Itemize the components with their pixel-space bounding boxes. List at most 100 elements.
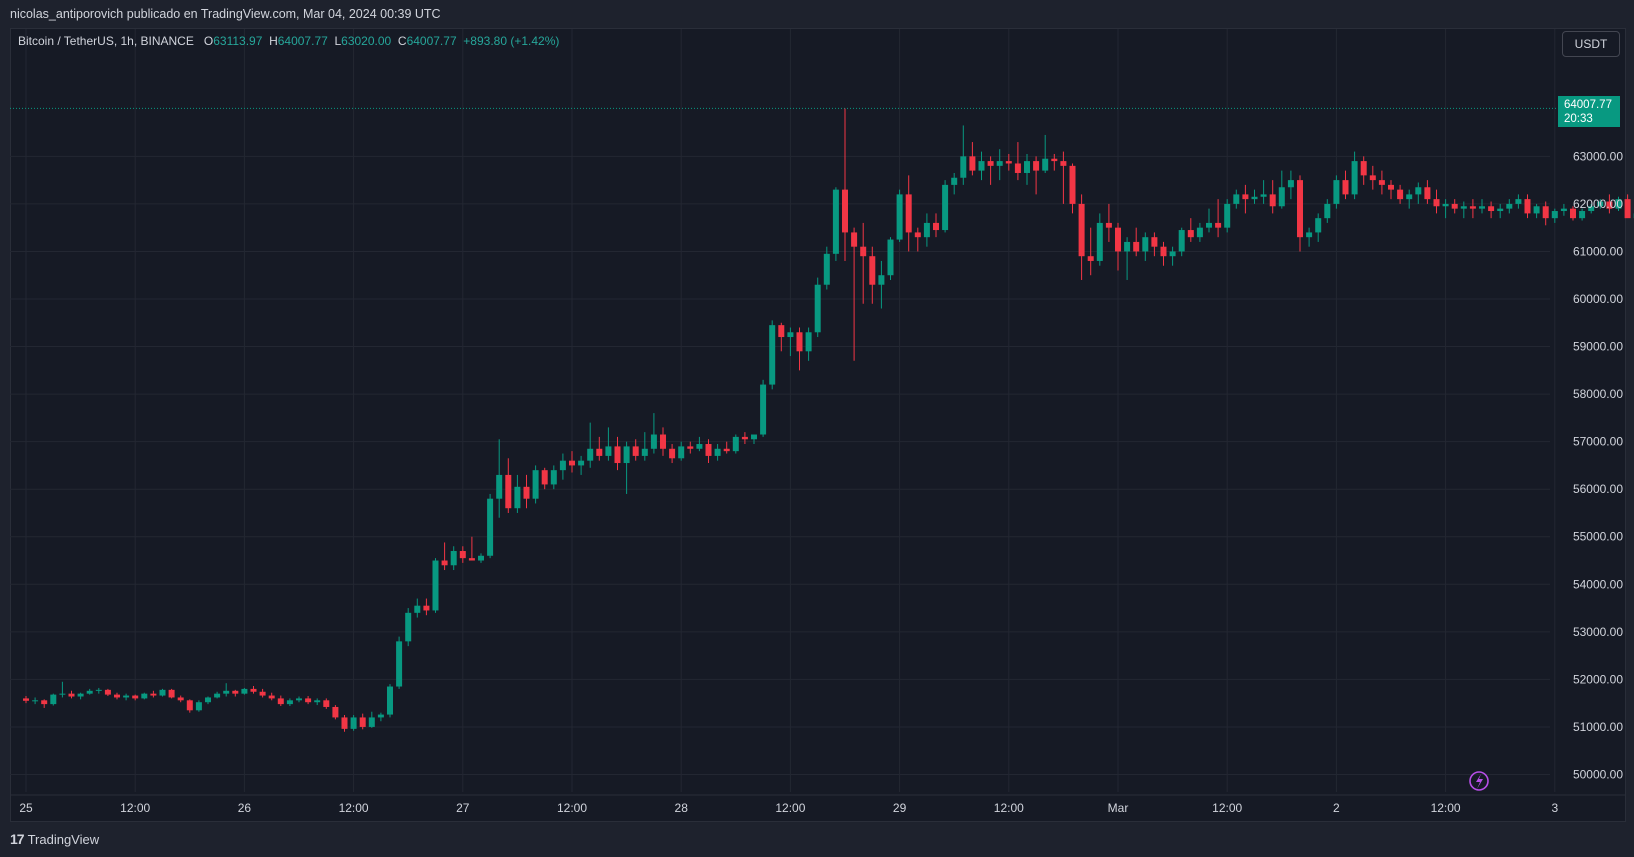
- time-tick-label: 12:00: [775, 801, 805, 815]
- candle-body: [1324, 203, 1331, 219]
- low-value: 63020.00: [341, 34, 392, 48]
- currency-button[interactable]: USDT: [1562, 31, 1620, 57]
- candle-body: [769, 325, 776, 385]
- candle-body: [1060, 161, 1067, 166]
- candle-body: [732, 436, 739, 452]
- symbol-legend: Bitcoin / TetherUS, 1h, BINANCE O63113.9…: [18, 34, 559, 48]
- candle-body: [1124, 241, 1131, 252]
- candle-body: [942, 184, 949, 231]
- candle-body: [1160, 246, 1167, 257]
- candle-body: [1497, 208, 1504, 212]
- close-value: 64007.77: [406, 34, 457, 48]
- candle-body: [923, 222, 930, 238]
- candle-body: [1315, 218, 1322, 233]
- publisher-caption: nicolas_antiporovich publicado en Tradin…: [10, 7, 441, 21]
- candle-body: [387, 686, 393, 715]
- price-axis[interactable]: 50000.00 51000.00 52000.00 53000.00 54000.00…: [1573, 149, 1623, 781]
- candle-body: [168, 689, 175, 698]
- candle-body: [487, 498, 494, 556]
- candle-body: [1187, 230, 1194, 238]
- time-axis[interactable]: 25 12:00 26 12:00 27 12:00 28 12:00 29 12:00 Mar 12…: [19, 801, 1634, 815]
- candle-body: [341, 717, 348, 729]
- candle-body: [1588, 206, 1595, 212]
- candle-body: [1278, 187, 1285, 207]
- candle-body: [1360, 161, 1367, 176]
- candle-body: [1424, 187, 1431, 200]
- candle-body: [887, 239, 894, 276]
- candle-body: [86, 690, 93, 694]
- candle-body: [377, 714, 384, 718]
- candle-body: [969, 156, 976, 171]
- candlestick-chart[interactable]: 50000.00 51000.00 52000.00 53000.00 54000.00…: [0, 0, 1634, 822]
- close-key: C: [397, 34, 407, 48]
- chart-pane[interactable]: [10, 28, 1626, 822]
- candle-body: [241, 688, 248, 694]
- candle-body: [1142, 237, 1149, 252]
- candle-body: [1597, 201, 1604, 207]
- candle-body: [32, 700, 39, 702]
- candle-body: [1215, 222, 1222, 228]
- high-value: 64007.77: [277, 34, 328, 48]
- price-tick-label: 58000.00: [1573, 387, 1623, 401]
- candle-body: [842, 189, 848, 233]
- candle-body: [778, 325, 785, 338]
- last-price-value: 64007.77: [1564, 99, 1612, 111]
- candle-body: [587, 448, 594, 461]
- alert-lightning-icon[interactable]: [1469, 771, 1489, 791]
- candle-body: [905, 194, 912, 233]
- candle-body: [1542, 206, 1549, 219]
- symbol-title[interactable]: Bitcoin / TetherUS, 1h, BINANCE: [18, 34, 194, 48]
- candle-body: [1306, 232, 1313, 238]
- candle-body: [1051, 158, 1058, 162]
- candle-body: [132, 695, 139, 699]
- candle-body: [605, 446, 612, 456]
- candle-body: [277, 698, 284, 705]
- candle-body: [878, 275, 885, 285]
- candle-body: [186, 700, 193, 711]
- candle-body: [59, 693, 66, 695]
- candle-body: [459, 551, 466, 559]
- candle-body: [1433, 199, 1440, 207]
- candle-body: [1033, 161, 1040, 171]
- candle-body: [1242, 194, 1249, 200]
- price-tick-label: 60000.00: [1573, 292, 1623, 306]
- candle-body: [1615, 199, 1622, 209]
- candle-body: [996, 161, 1003, 166]
- open-key: O: [203, 34, 214, 48]
- candle-body: [141, 693, 148, 699]
- price-tick-label: 57000.00: [1573, 435, 1623, 449]
- candle-body: [1042, 158, 1049, 171]
- candle-body: [1251, 196, 1258, 200]
- candle-body: [705, 444, 712, 456]
- candle-body: [259, 691, 266, 696]
- tradingview-brand[interactable]: 17 TradingView: [10, 831, 99, 847]
- candle-body: [396, 641, 403, 687]
- candle-body: [1415, 187, 1422, 195]
- candle-body: [1406, 194, 1413, 200]
- candle-body: [1297, 180, 1303, 238]
- candle-body: [1351, 161, 1358, 195]
- price-tick-label: 54000.00: [1573, 577, 1623, 591]
- candle-body: [405, 612, 412, 642]
- candle-body: [1560, 208, 1567, 212]
- candle-body: [832, 189, 839, 254]
- candle-body: [1151, 237, 1158, 247]
- candle-body: [1169, 251, 1176, 257]
- candle-body: [478, 555, 484, 561]
- candle-body: [359, 717, 366, 727]
- candle-body: [1388, 184, 1394, 190]
- candle-body: [77, 693, 84, 697]
- candle-body: [523, 486, 530, 499]
- candle-body: [1133, 241, 1140, 252]
- candle-body: [851, 232, 858, 247]
- candle-body: [678, 446, 685, 459]
- candle-body: [1524, 199, 1531, 214]
- candle-body: [1378, 180, 1385, 185]
- price-tick-label: 52000.00: [1573, 672, 1623, 686]
- candle-body: [104, 689, 111, 695]
- candle-body: [632, 446, 639, 456]
- candle-body: [1460, 206, 1467, 209]
- grid-lines: [10, 29, 1626, 796]
- candle-body: [432, 560, 439, 611]
- candle-body: [41, 700, 48, 705]
